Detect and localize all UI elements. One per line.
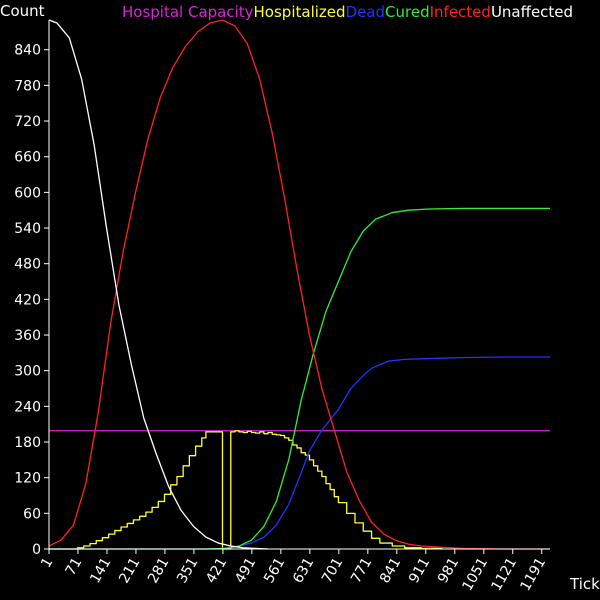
legend-item-cured: Cured — [385, 3, 430, 21]
series-line-dead — [49, 356, 550, 550]
y-tick-label: 600 — [14, 185, 41, 201]
series-line-cured — [49, 207, 550, 550]
legend-item-hospitalized: Hospitalized — [254, 3, 346, 21]
y-tick-label: 540 — [14, 221, 41, 237]
legend-item-dead: Dead — [346, 3, 386, 21]
x-tick-label: 71 — [63, 555, 86, 578]
y-tick-label: 840 — [14, 43, 41, 59]
x-axis-title: Tick — [569, 575, 600, 593]
y-tick-label: 60 — [23, 506, 41, 522]
y-tick-label: 360 — [14, 328, 41, 344]
y-axis-title: Count — [0, 2, 45, 20]
series-layer — [48, 19, 550, 550]
legend-row: Hospital CapacityHospitalizedDeadCuredIn… — [122, 3, 573, 21]
y-tick-label: 660 — [14, 150, 41, 166]
legend-item-hospital-capacity: Hospital Capacity — [122, 3, 254, 21]
y-tick-label: 180 — [14, 435, 41, 451]
legend-item-infected: Infected — [430, 3, 491, 21]
y-tick-label: 0 — [32, 542, 41, 558]
y-tick-label: 420 — [14, 292, 41, 308]
series-line-unaffected — [48, 19, 269, 550]
series-line-infected — [48, 19, 550, 550]
legend-item-unaffected: Unaffected — [491, 3, 573, 21]
series-line-hospitalized — [49, 430, 443, 550]
y-tick-label: 720 — [14, 114, 41, 130]
legend: Hospital CapacityHospitalizedDeadCuredIn… — [122, 3, 573, 21]
y-tick-label: 120 — [14, 471, 41, 487]
y-tick-label: 300 — [14, 364, 41, 380]
y-tick-label: 240 — [14, 399, 41, 415]
y-tick-label: 780 — [14, 78, 41, 94]
y-tick-label: 480 — [14, 257, 41, 273]
